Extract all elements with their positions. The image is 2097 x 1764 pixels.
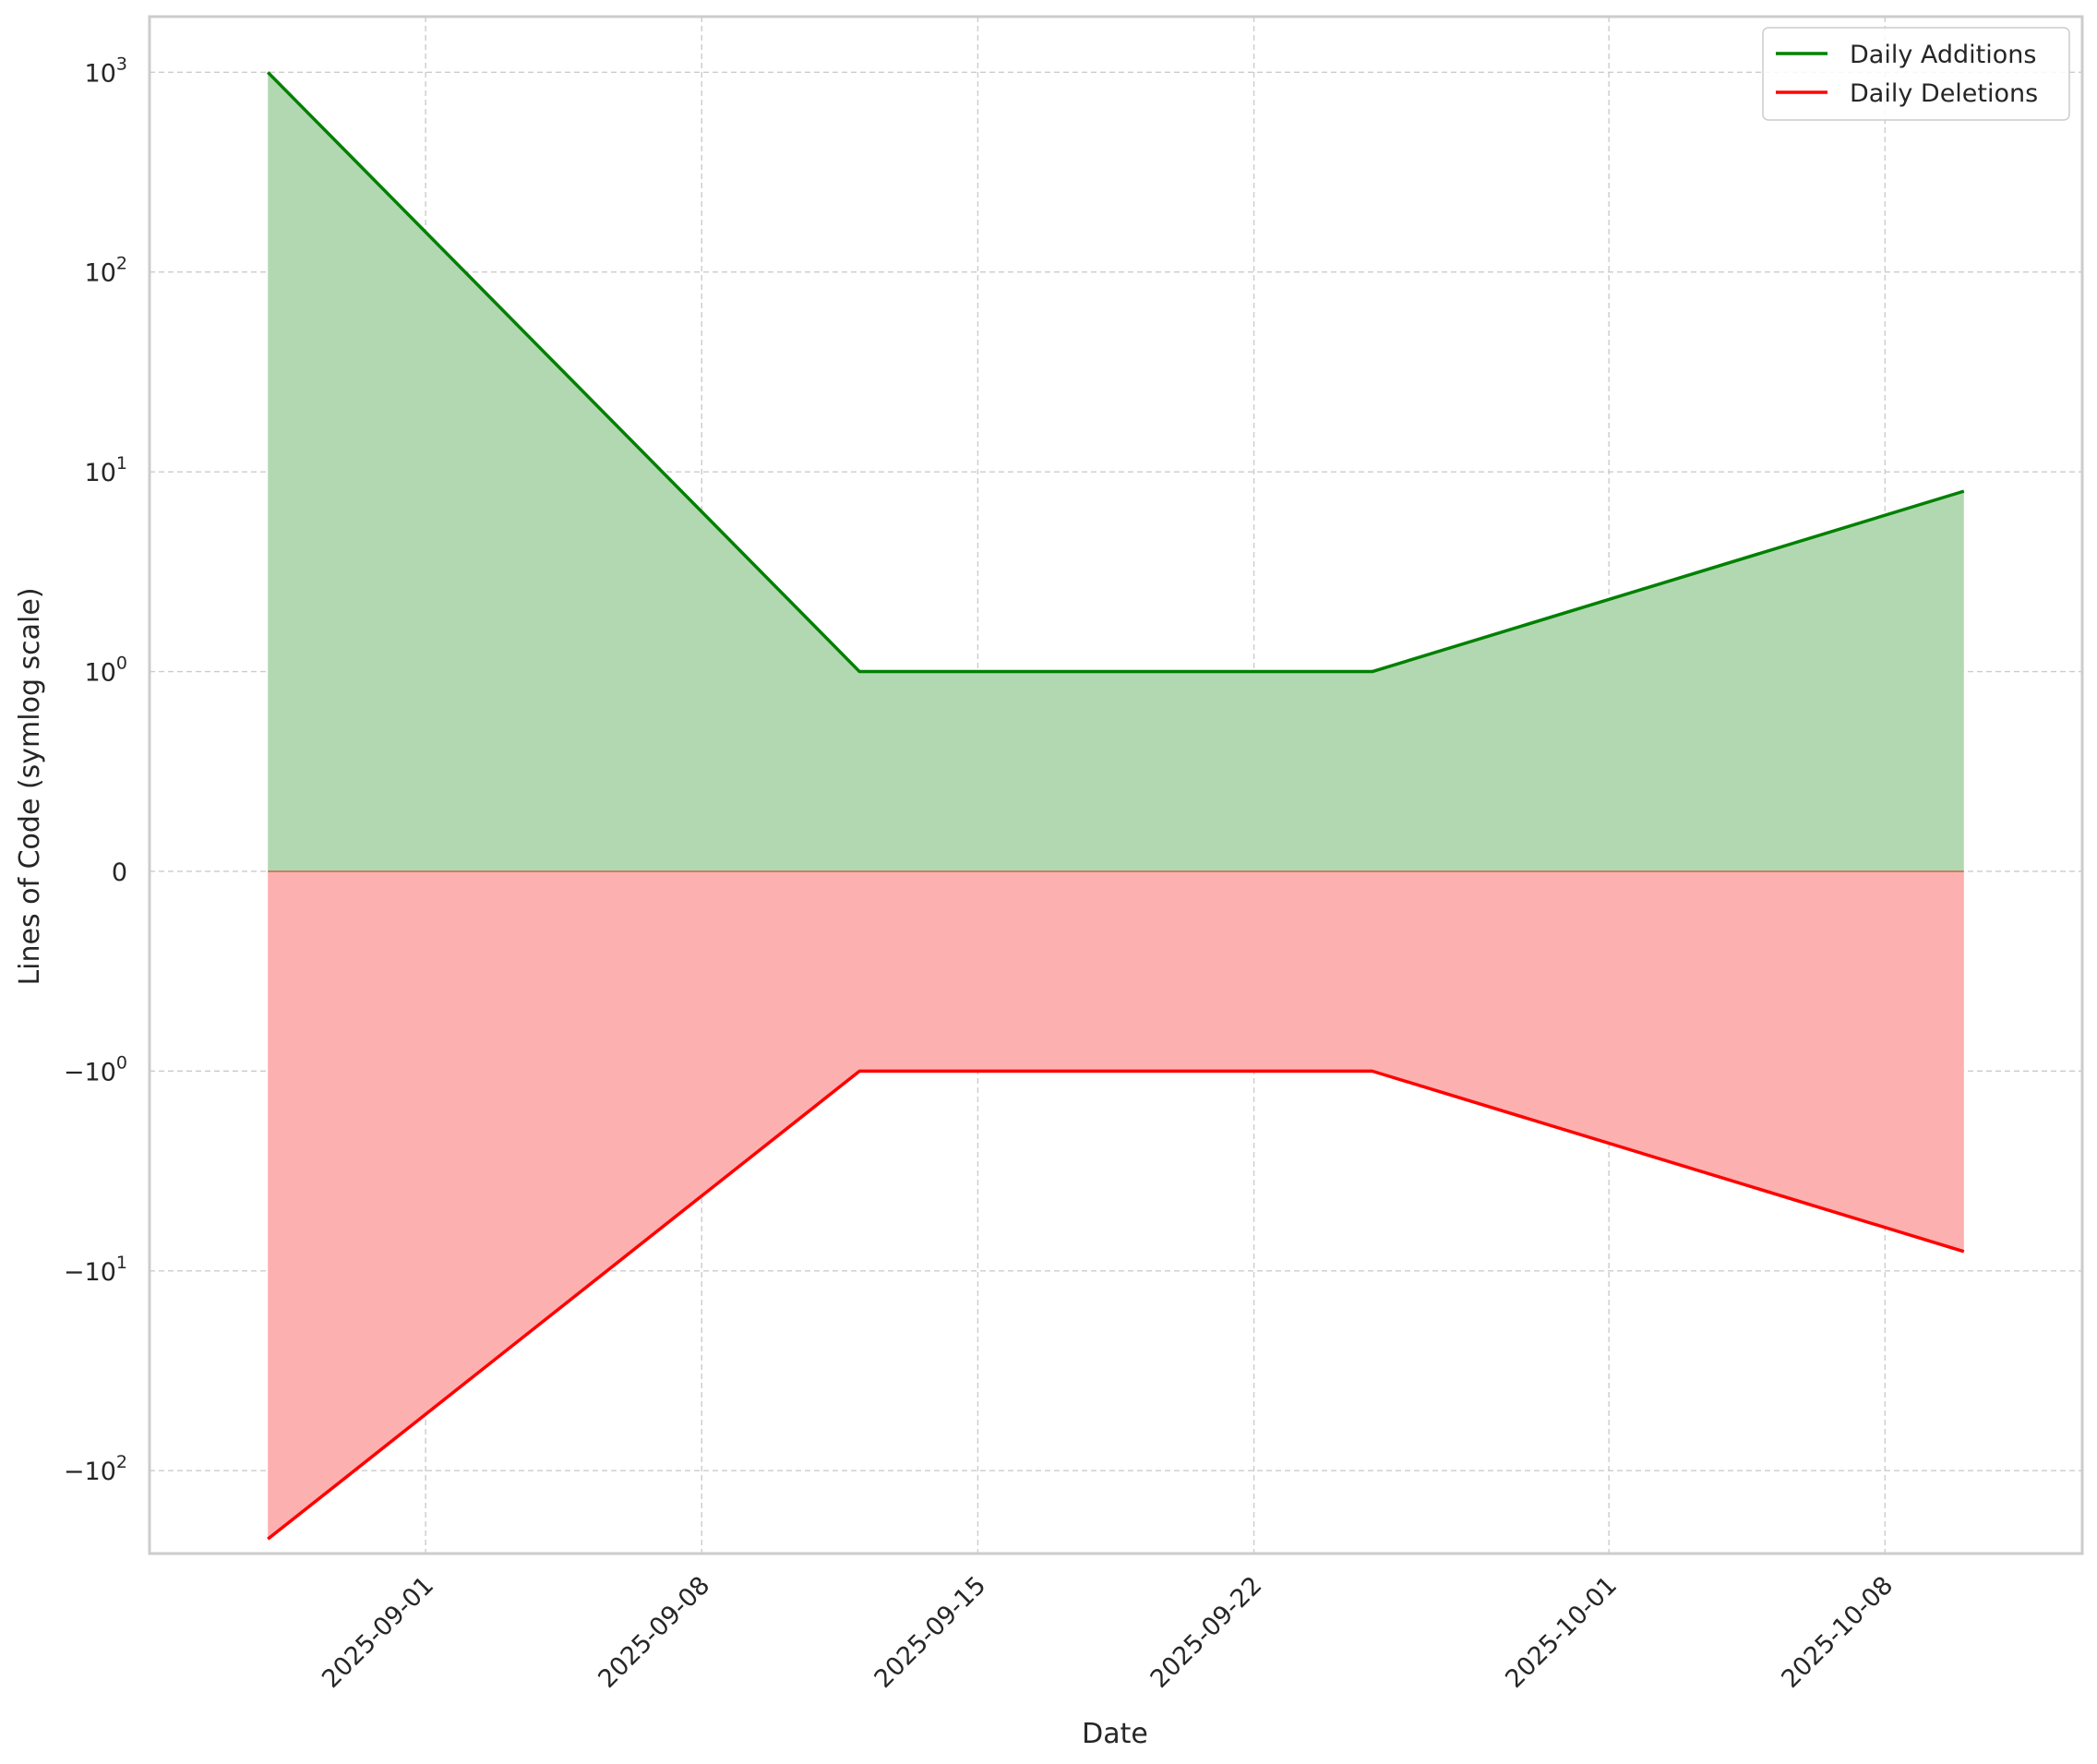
- area-fill-0: [268, 72, 1964, 871]
- y-tick-labels: 103 102 101 100 0 −100 −101 −102: [64, 54, 127, 1486]
- series-line-0: [266, 71, 1965, 674]
- y-tick-label: −102: [64, 1452, 127, 1486]
- x-tick-label: 2025-10-01: [1500, 1571, 1623, 1694]
- x-tick-label: 2025-09-22: [1145, 1571, 1268, 1694]
- y-tick-label: 102: [85, 254, 127, 288]
- y-tick-label: −100: [64, 1052, 127, 1086]
- y-tick-label: 0: [112, 858, 127, 887]
- area-fill-1: [268, 870, 1964, 1540]
- line-layer: [266, 71, 1965, 1541]
- x-tick-label: 2025-09-08: [593, 1571, 715, 1694]
- fill-layer: [268, 72, 1964, 1540]
- plot-frame: [148, 15, 2084, 1555]
- y-tick-label: −101: [64, 1253, 127, 1287]
- x-tick-labels: 2025-09-01 2025-09-08 2025-09-15 2025-09-22…: [317, 1571, 1899, 1694]
- y-tick-label: 101: [85, 453, 127, 487]
- legend: Daily Additions Daily Deletions: [1762, 27, 2070, 121]
- x-axis-title: Date: [1082, 1718, 1148, 1750]
- legend-box: [1762, 27, 2070, 121]
- y-tick-label: 100: [85, 654, 127, 688]
- x-tick-label: 2025-09-15: [869, 1571, 991, 1694]
- series-line-1: [267, 1069, 1965, 1541]
- legend-label: Daily Deletions: [1850, 79, 2038, 108]
- y-axis-title: Lines of Code (symlog scale): [14, 587, 46, 985]
- x-tick-label: 2025-10-08: [1776, 1571, 1899, 1694]
- y-tick-label: 103: [85, 54, 127, 88]
- legend-label: Daily Additions: [1850, 41, 2036, 69]
- x-tick-label: 2025-09-01: [317, 1571, 439, 1694]
